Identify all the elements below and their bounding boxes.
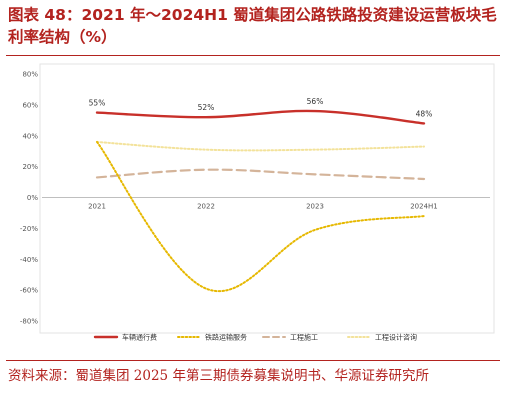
legend-label: 铁路运输服务 — [205, 333, 247, 342]
x-tick-label: 2022 — [197, 203, 215, 211]
series-line-2 — [96, 140, 425, 292]
title-divider — [6, 55, 500, 56]
plot-frame — [39, 63, 495, 334]
x-tick-label: 2021 — [88, 203, 106, 211]
data-label: 48% — [416, 109, 433, 118]
source-divider — [6, 360, 500, 361]
chart-title: 图表 48：2021 年～2024H1 蜀道集团公路铁路投资建设运营板块毛利率结… — [8, 6, 497, 46]
series-line-4 — [96, 140, 425, 152]
data-label: 52% — [198, 103, 215, 112]
y-tick-label: 80% — [22, 71, 38, 79]
y-tick-label: 0% — [27, 194, 38, 202]
y-tick-label: -80% — [20, 318, 38, 326]
x-tick-label: 2024H1 — [410, 203, 438, 211]
data-label: 56% — [307, 97, 324, 106]
y-tick-label: -40% — [20, 256, 38, 264]
y-tick-label: 20% — [22, 163, 38, 171]
legend-label: 车辆通行费 — [122, 333, 157, 342]
y-tick-label: 60% — [22, 101, 38, 109]
data-label: 55% — [89, 99, 106, 108]
y-tick-label: -60% — [20, 287, 38, 295]
y-tick-label: -20% — [20, 225, 38, 233]
x-tick-label: 2023 — [306, 203, 324, 211]
source-note: 资料来源：蜀道集团 2025 年第三期债券募集说明书、华源证券研究所 — [8, 368, 429, 384]
y-tick-label: 40% — [22, 132, 38, 140]
series-line-1 — [95, 109, 426, 125]
legend-label: 工程设计咨询 — [375, 333, 417, 342]
series-line-3 — [95, 168, 426, 181]
legend-label: 工程施工 — [290, 333, 318, 342]
